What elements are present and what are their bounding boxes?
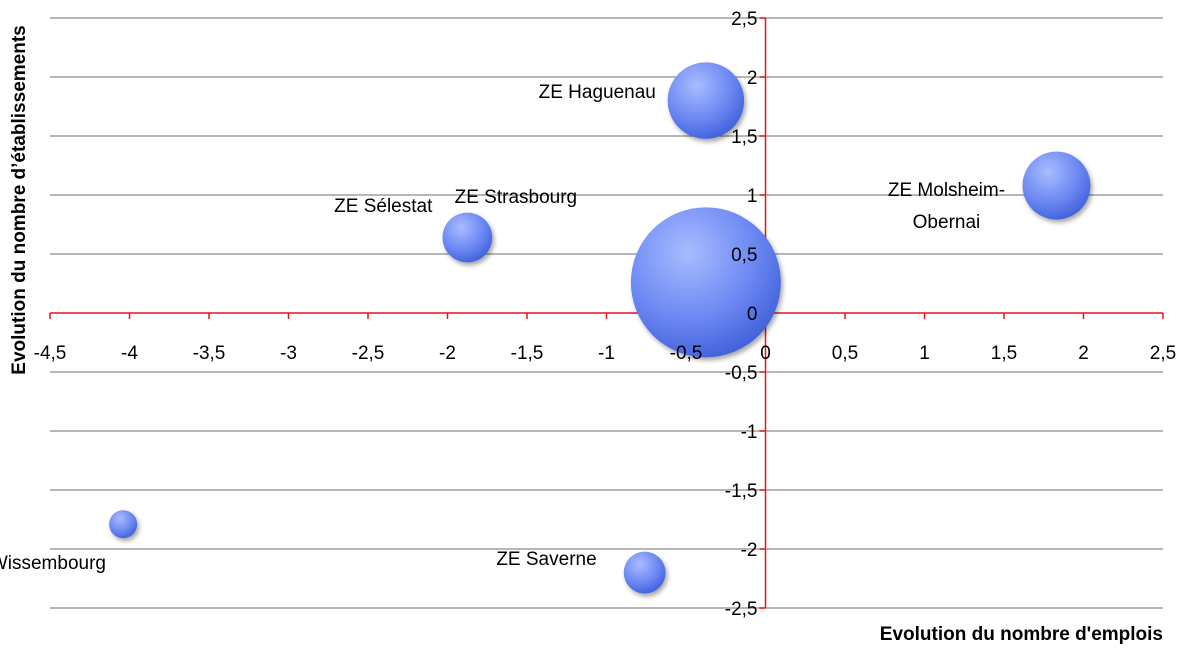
bubble bbox=[623, 551, 666, 594]
y-tick-label: 2,5 bbox=[731, 9, 757, 30]
x-tick-label: 2 bbox=[1078, 343, 1089, 364]
x-tick-label: -4 bbox=[121, 343, 138, 364]
x-tick-label: -3,5 bbox=[193, 343, 226, 364]
y-tick-label: 2 bbox=[747, 68, 758, 89]
bubble bbox=[1022, 151, 1091, 220]
x-tick-label: -2 bbox=[439, 343, 456, 364]
x-tick-label: -4,5 bbox=[34, 343, 67, 364]
x-tick-label: -0,5 bbox=[670, 343, 703, 364]
y-tick-label: -1,5 bbox=[725, 481, 758, 502]
bubble bbox=[109, 510, 138, 539]
bubble bbox=[442, 212, 493, 263]
bubble-label: ZE Wissembourg bbox=[0, 553, 106, 575]
y-axis-title: Evolution du nombre d’établissements bbox=[9, 25, 30, 374]
bubble-label: ZE Sélestat bbox=[334, 196, 433, 218]
x-axis-title: Evolution du nombre d'emplois bbox=[880, 624, 1163, 645]
x-tick-label: 1,5 bbox=[991, 343, 1017, 364]
x-tick-label: -1,5 bbox=[511, 343, 544, 364]
x-tick-label: 2,5 bbox=[1150, 343, 1176, 364]
y-tick-label: -0,5 bbox=[725, 363, 758, 384]
y-tick-label: 0 bbox=[747, 304, 758, 325]
y-tick-label: -1 bbox=[741, 422, 758, 443]
bubble bbox=[630, 207, 781, 358]
x-tick-label: -1 bbox=[598, 343, 615, 364]
y-tick-label: 1,5 bbox=[731, 127, 757, 148]
bubble-label: ZE Saverne bbox=[496, 548, 597, 570]
x-tick-label: 0,5 bbox=[832, 343, 858, 364]
bubbles bbox=[109, 62, 1091, 594]
x-tick-label: 1 bbox=[919, 343, 930, 364]
x-tick-label: -3 bbox=[280, 343, 297, 364]
y-tick-label: 1 bbox=[747, 186, 758, 207]
x-tick-label: 0 bbox=[760, 343, 771, 364]
bubble-label: ZE Molsheim-Obernai bbox=[887, 179, 1006, 233]
y-tick-label: -2,5 bbox=[725, 599, 758, 620]
x-tick-label: -2,5 bbox=[352, 343, 385, 364]
y-tick-label: 0,5 bbox=[731, 245, 757, 266]
bubble-label: ZE Strasbourg bbox=[454, 187, 578, 209]
y-tick-label: -2 bbox=[741, 540, 758, 561]
bubble bbox=[667, 62, 745, 139]
bubble-label: ZE Haguenau bbox=[538, 81, 656, 103]
